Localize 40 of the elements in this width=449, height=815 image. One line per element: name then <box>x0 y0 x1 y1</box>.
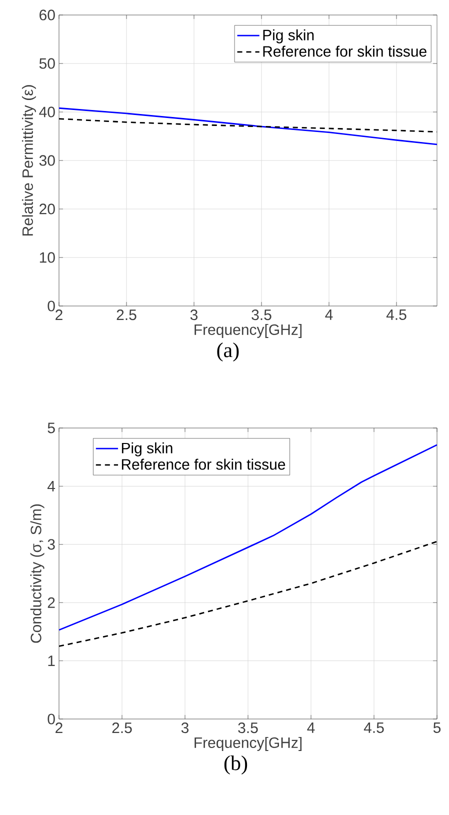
text: (b) <box>224 755 248 775</box>
x-tick-label: 5 <box>433 722 441 733</box>
y-tick-label: 3 <box>48 539 55 550</box>
y-tick-label: 60 <box>40 10 55 20</box>
x-axis-title: Frequency[GHz] <box>194 324 302 338</box>
y-tick-label: 5 <box>48 422 55 434</box>
legend-label: Reference for skin tissue <box>122 458 286 470</box>
x-tick-label: 4 <box>307 722 315 733</box>
x-tick-label: 3.5 <box>238 722 258 734</box>
line-series <box>59 540 438 647</box>
legend-label: Reference for skin tissue <box>263 46 426 57</box>
x-tick-label: 2.5 <box>112 722 132 734</box>
y-tick-label: 40 <box>39 106 55 118</box>
legend-label: Pig skin <box>122 442 172 456</box>
line-series <box>59 118 438 133</box>
y-tick-label: 2 <box>48 597 55 608</box>
x-tick-label: 3.5 <box>252 310 272 320</box>
line-series <box>59 107 438 146</box>
x-tick-label: 3 <box>190 310 198 320</box>
y-tick-label: 20 <box>40 204 55 214</box>
y-tick-label: 4 <box>47 481 56 492</box>
line-series <box>59 444 438 631</box>
y-axis-title: Relative Permittivity (ε) <box>22 85 36 236</box>
x-tick-label: 2 <box>56 310 62 320</box>
y-tick-label: 10 <box>40 252 55 263</box>
x-tick-label: 3 <box>181 722 189 734</box>
y-tick-label: 30 <box>39 155 55 166</box>
x-tick-label: 2.5 <box>116 310 136 320</box>
y-tick-label: 1 <box>48 656 55 666</box>
x-tick-label: 2 <box>56 722 62 733</box>
x-tick-label: 4.5 <box>386 310 406 320</box>
x-tick-label: 4.5 <box>364 722 384 733</box>
y-axis-title: Conductivity (σ, S/m) <box>30 504 44 643</box>
x-tick-label: 4 <box>325 310 333 320</box>
y-tick-label: 0 <box>48 300 55 312</box>
y-tick-label: 0 <box>48 714 55 724</box>
y-tick-label: 50 <box>39 58 55 69</box>
legend-label: Pig skin <box>263 29 314 44</box>
x-axis-title: Frequency[GHz] <box>194 736 302 751</box>
text: (a) <box>217 342 239 362</box>
